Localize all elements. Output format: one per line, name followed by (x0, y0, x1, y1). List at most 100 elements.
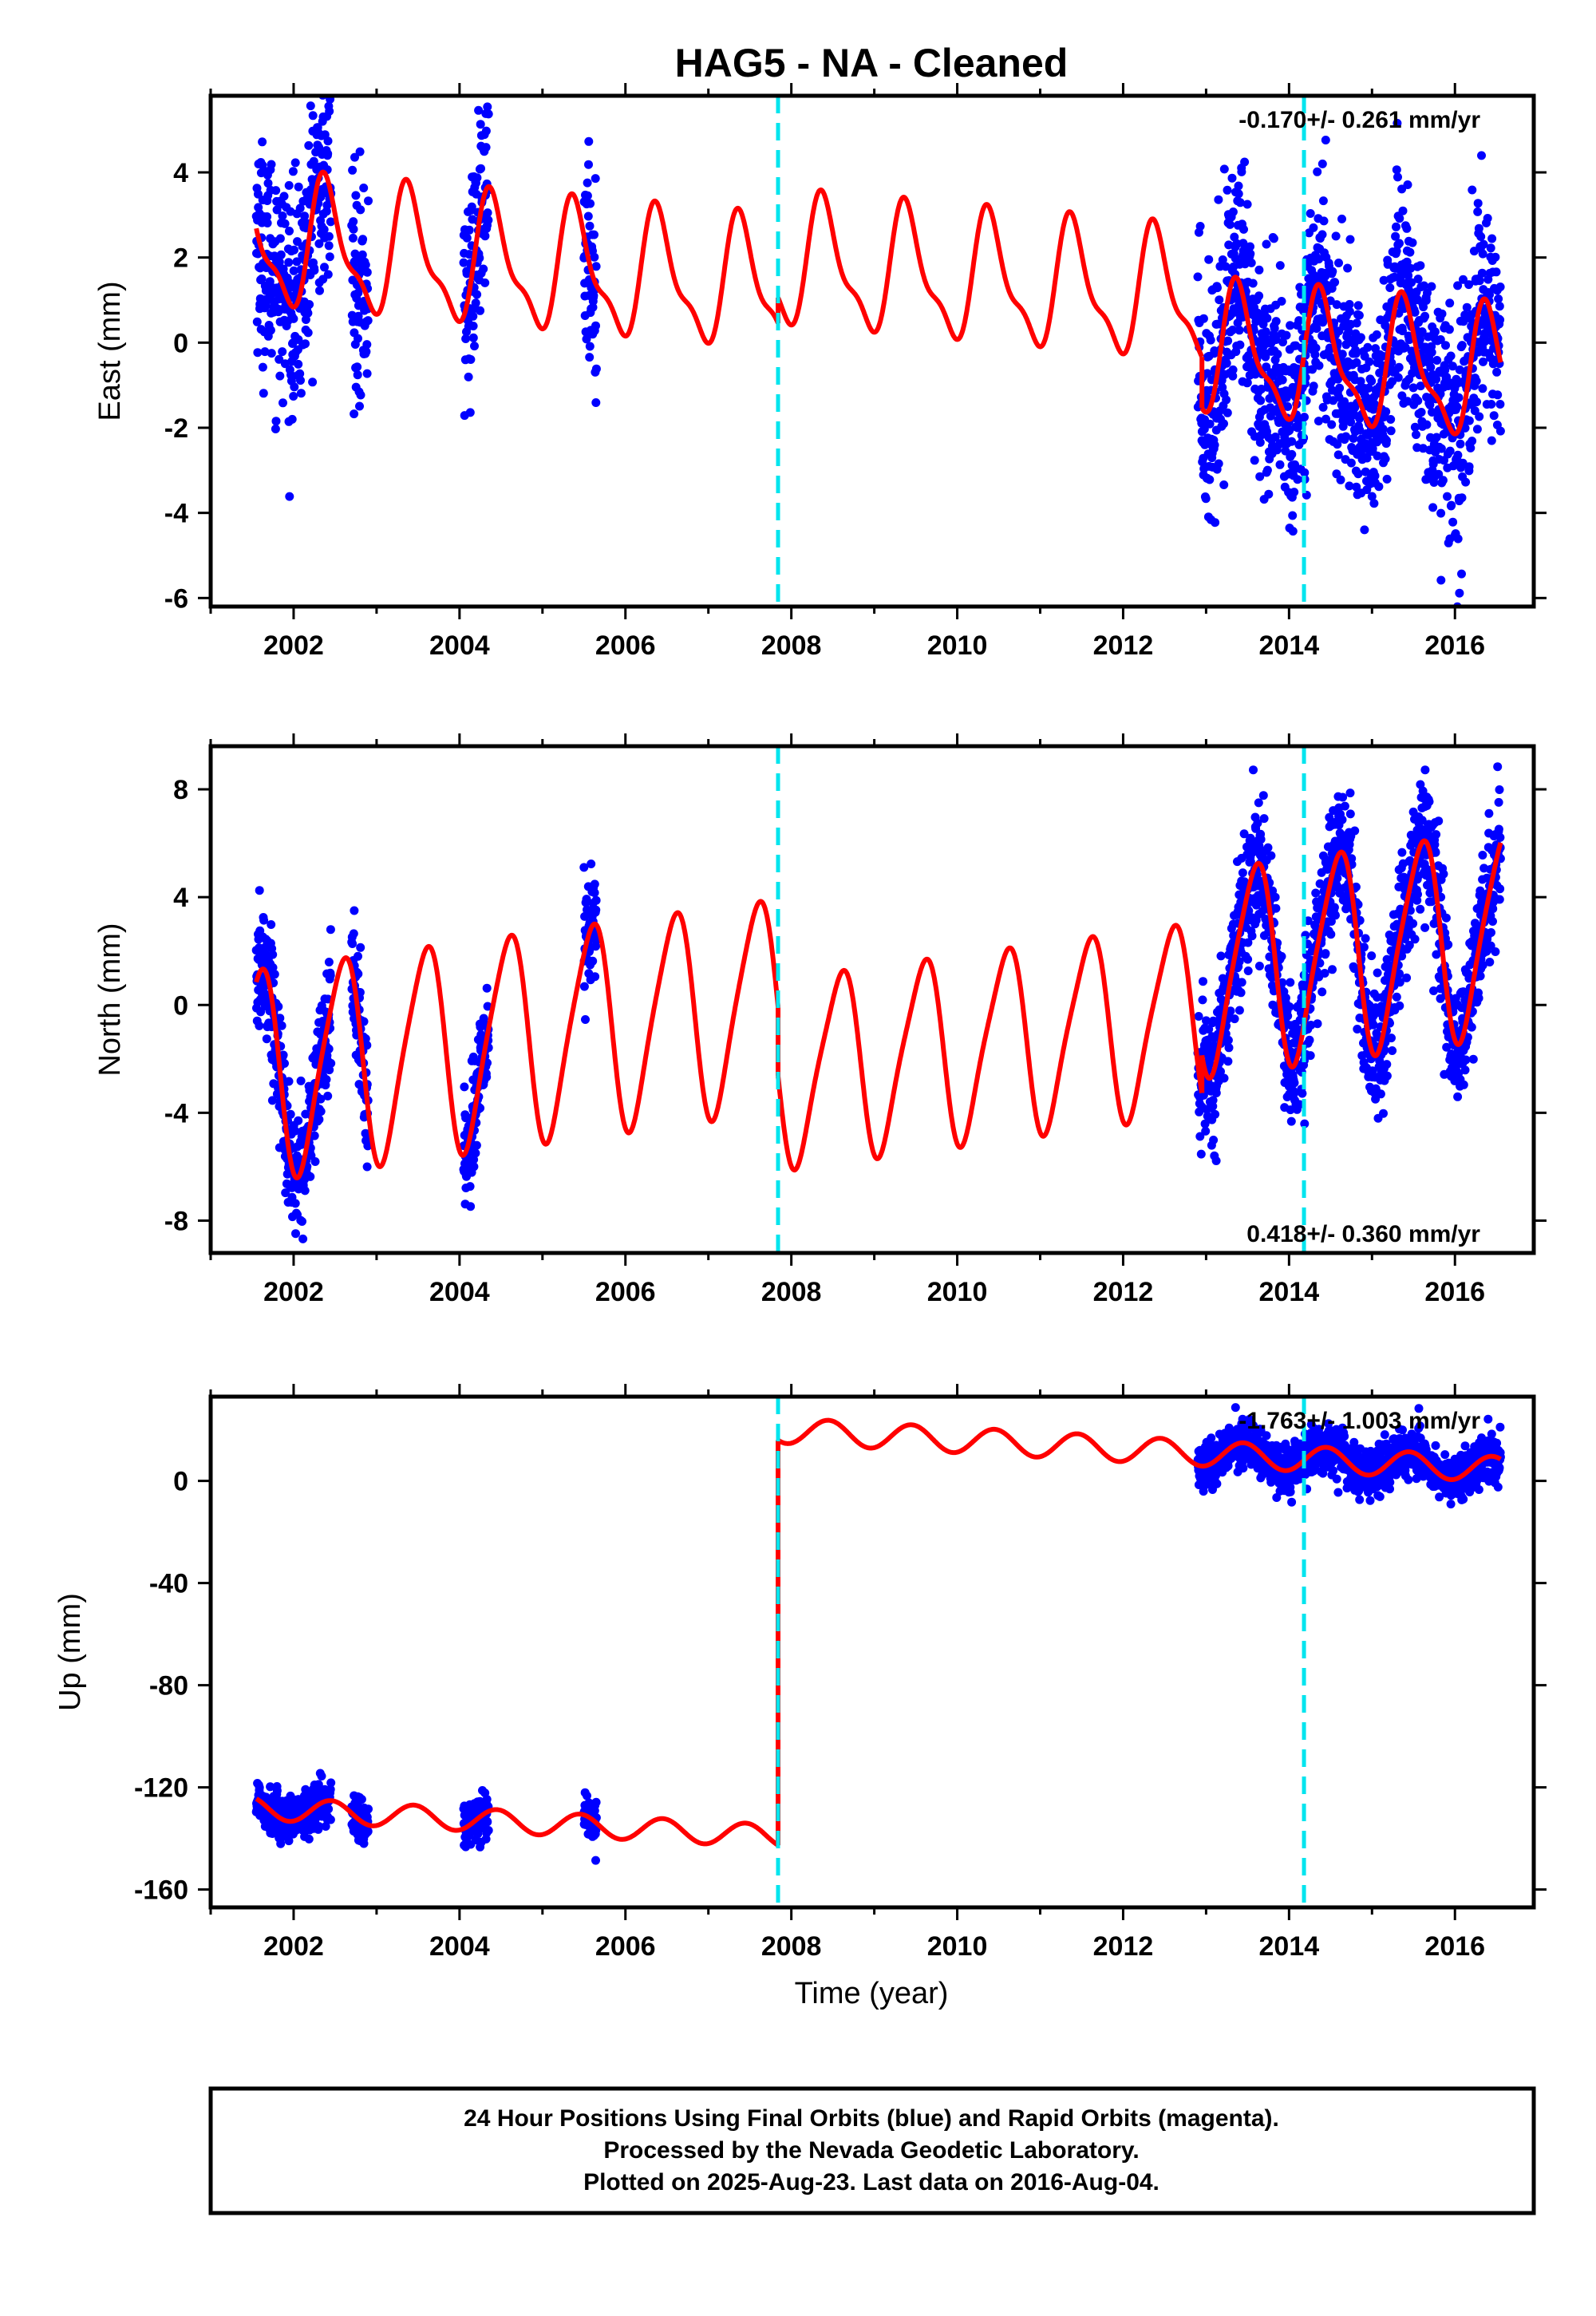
observation-point (1338, 792, 1348, 802)
observation-point (301, 339, 310, 349)
observation-point (1455, 365, 1464, 374)
observation-point (1462, 302, 1472, 312)
observation-point (324, 241, 334, 251)
observation-point (1305, 1035, 1314, 1045)
observation-point (1228, 371, 1238, 381)
observation-point (1207, 1433, 1216, 1443)
observation-point (1443, 492, 1452, 501)
observation-point (1298, 1089, 1307, 1098)
observation-point (1368, 444, 1377, 453)
observation-point (1246, 242, 1254, 251)
observation-point (1353, 1025, 1362, 1034)
observation-point (1477, 268, 1487, 278)
observation-point (1199, 314, 1208, 323)
observation-point (1293, 475, 1302, 484)
observation-point (1287, 1497, 1297, 1507)
observation-point (1479, 357, 1487, 366)
observation-point (482, 983, 492, 993)
observation-point (298, 1217, 306, 1226)
observation-point (581, 1015, 590, 1024)
observation-point (348, 233, 358, 243)
observation-point (1472, 425, 1482, 434)
observation-point (1228, 365, 1238, 374)
plot-area (251, 69, 1505, 607)
observation-point (356, 390, 365, 400)
observation-point (1239, 829, 1249, 839)
observation-point (1452, 402, 1462, 412)
figure-title: HAG5 - NA - Cleaned (675, 41, 1069, 85)
observation-point (1258, 907, 1267, 916)
observation-point (1353, 469, 1363, 479)
observation-point (255, 886, 264, 895)
observation-point (1456, 439, 1465, 449)
observation-point (326, 1778, 336, 1788)
observation-point (1238, 239, 1248, 248)
observation-point (290, 1126, 300, 1136)
observation-point (1432, 433, 1441, 442)
observation-point (591, 972, 600, 982)
observation-point (1256, 835, 1266, 844)
observation-point (1487, 234, 1497, 243)
observation-point (590, 879, 599, 889)
observation-point (1378, 425, 1388, 434)
observation-point (1264, 489, 1274, 499)
observation-point (314, 239, 324, 248)
observation-point (483, 1002, 492, 1011)
observation-point (258, 362, 267, 372)
observation-point (591, 905, 601, 915)
observation-point (272, 205, 282, 215)
observation-point (284, 1077, 294, 1086)
observation-point (1417, 816, 1427, 825)
observation-point (1306, 1051, 1315, 1061)
observation-point (295, 204, 305, 213)
observation-point (1238, 868, 1247, 878)
observation-point (1356, 377, 1365, 386)
x-tick-label: 2012 (1093, 1277, 1154, 1307)
observation-point (1457, 493, 1467, 503)
observation-point (322, 69, 330, 78)
observation-point (1334, 259, 1343, 267)
observation-points (251, 1403, 1505, 1865)
observation-point (1407, 278, 1416, 287)
observation-point (1369, 399, 1379, 409)
observation-point (1221, 262, 1231, 271)
observation-point (465, 408, 475, 417)
observation-point (1410, 935, 1420, 944)
observation-point (1253, 818, 1262, 828)
observation-point (1377, 351, 1387, 361)
observation-point (464, 372, 473, 381)
observation-point (280, 1059, 289, 1068)
observation-point (1223, 408, 1232, 417)
observation-point (1224, 1043, 1234, 1053)
observation-point (1196, 1149, 1206, 1159)
observation-point (1350, 826, 1360, 836)
observation-point (255, 1021, 264, 1030)
observation-point (483, 208, 492, 218)
observation-point (591, 1856, 600, 1865)
observation-point (1352, 358, 1361, 367)
observation-point (1460, 423, 1470, 433)
observation-point (1434, 469, 1444, 479)
observation-point (1242, 200, 1252, 209)
observation-point (1230, 307, 1239, 317)
observation-point (481, 143, 491, 152)
observation-point (1468, 1054, 1478, 1064)
observation-point (308, 377, 318, 387)
observation-point (326, 1784, 335, 1794)
observation-point (1235, 326, 1244, 335)
observation-point (1356, 333, 1365, 342)
model-curve-segment (776, 187, 1204, 358)
observation-point (362, 267, 372, 277)
observation-point (1359, 943, 1369, 952)
observation-point (1277, 951, 1286, 961)
observation-point (1392, 992, 1401, 1002)
observation-point (268, 950, 278, 959)
observation-point (354, 969, 363, 978)
observation-point (321, 71, 330, 80)
observation-point (1215, 295, 1224, 305)
observation-point (583, 178, 592, 188)
observation-point (1395, 1001, 1404, 1010)
x-tick-label: 2002 (263, 1277, 324, 1307)
observation-point (289, 314, 298, 323)
observation-point (361, 1034, 370, 1043)
